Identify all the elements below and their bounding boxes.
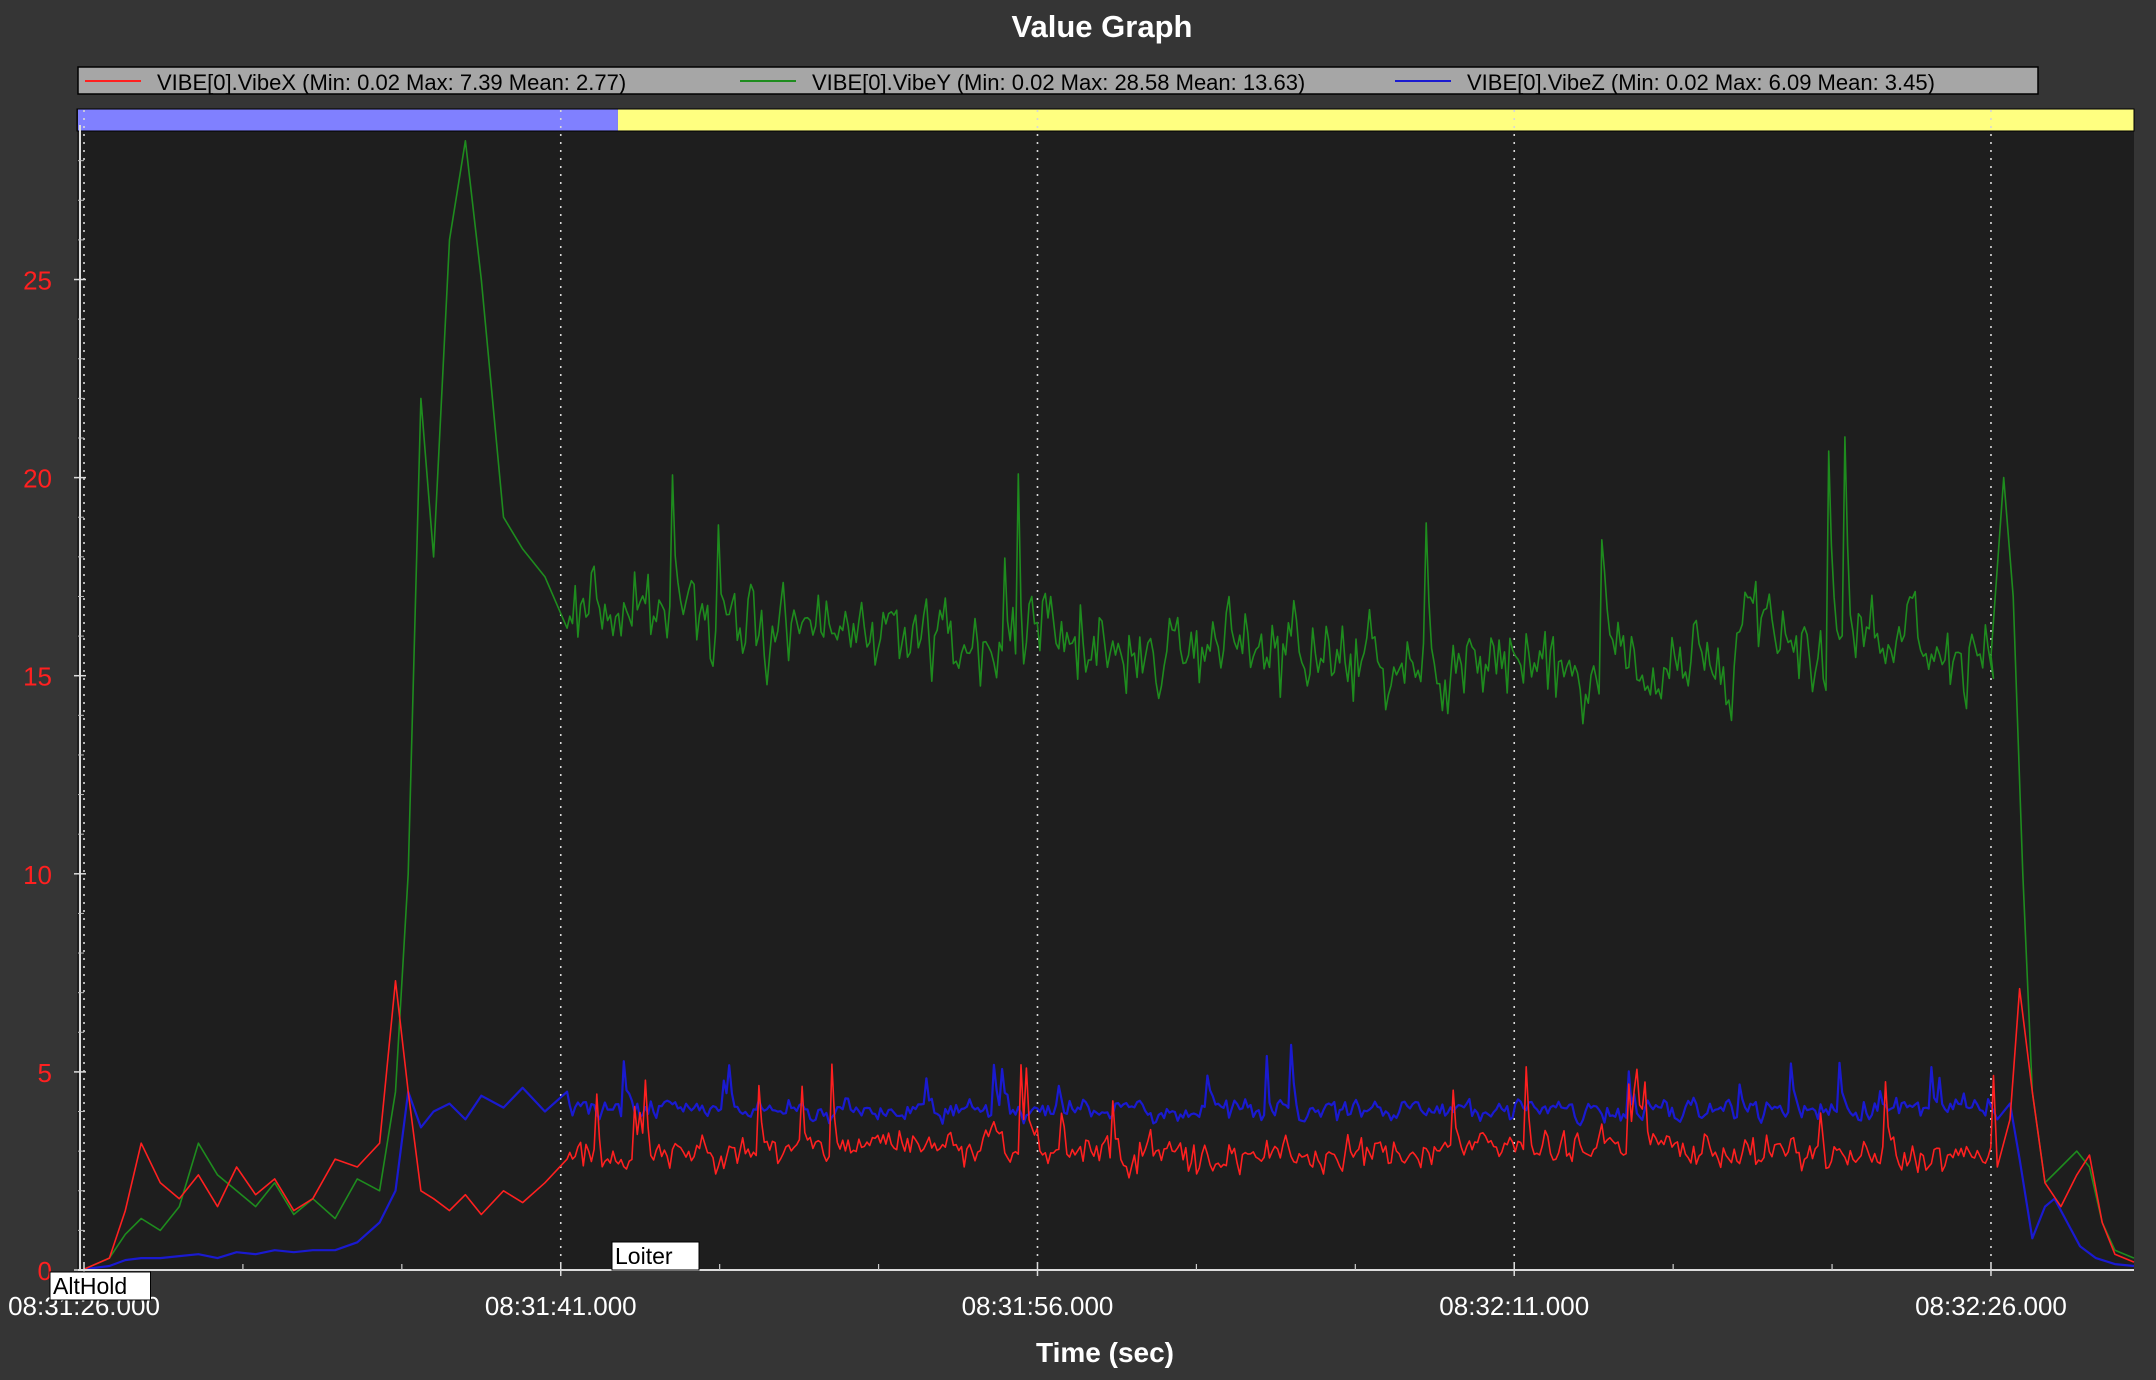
- mode-label-box: [49, 1271, 151, 1301]
- mode-label-box: [611, 1241, 700, 1271]
- mode-segment: [78, 109, 618, 131]
- gridlines: [83, 110, 1992, 1270]
- series-line: [83, 980, 2135, 1270]
- series-line: [83, 140, 2135, 1270]
- mode-segment: [617, 109, 2134, 131]
- y-tick-label: 15: [23, 662, 52, 692]
- legend-box: [77, 66, 2039, 95]
- series-line: [83, 1043, 2135, 1271]
- legend-label: VIBE[0].VibeY (Min: 0.02 Max: 28.58 Mean…: [812, 70, 1305, 95]
- y-tick-label: 5: [38, 1058, 52, 1088]
- x-tick-label: 08:32:11.000: [1439, 1291, 1589, 1321]
- x-axis-label: Time (sec): [1036, 1337, 1174, 1368]
- legend-label: VIBE[0].VibeX (Min: 0.02 Max: 7.39 Mean:…: [157, 70, 626, 95]
- mode-labels: AltHold Loiter: [49, 1241, 700, 1301]
- legend-label: VIBE[0].VibeZ (Min: 0.02 Max: 6.09 Mean:…: [1467, 70, 1935, 95]
- x-tick-label: 08:31:56.000: [962, 1291, 1114, 1321]
- series-lines: [83, 140, 2135, 1271]
- y-axis-ticks: 0 5 10 15 20 25: [23, 160, 86, 1286]
- y-tick-label: 10: [23, 860, 52, 890]
- mode-label: AltHold: [53, 1273, 127, 1299]
- y-tick-label: 25: [23, 266, 52, 296]
- x-axis-ticks: 08:31:26.000 08:31:41.000 08:31:56.000 08:3…: [8, 1264, 2067, 1321]
- x-tick-label: 08:31:41.000: [485, 1291, 637, 1321]
- legend: VIBE[0].VibeX (Min: 0.02 Max: 7.39 Mean:…: [85, 70, 1935, 95]
- chart-title: Value Graph: [1012, 9, 1193, 44]
- x-tick-label: 08:32:26.000: [1915, 1291, 2067, 1321]
- mode-label: Loiter: [615, 1243, 673, 1269]
- y-tick-label: 0: [38, 1256, 52, 1286]
- flight-mode-bar: [76, 108, 2135, 132]
- y-tick-label: 20: [23, 464, 52, 494]
